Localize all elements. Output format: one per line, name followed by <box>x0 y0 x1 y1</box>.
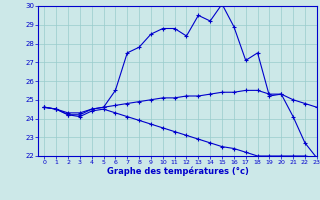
X-axis label: Graphe des températures (°c): Graphe des températures (°c) <box>107 167 249 176</box>
